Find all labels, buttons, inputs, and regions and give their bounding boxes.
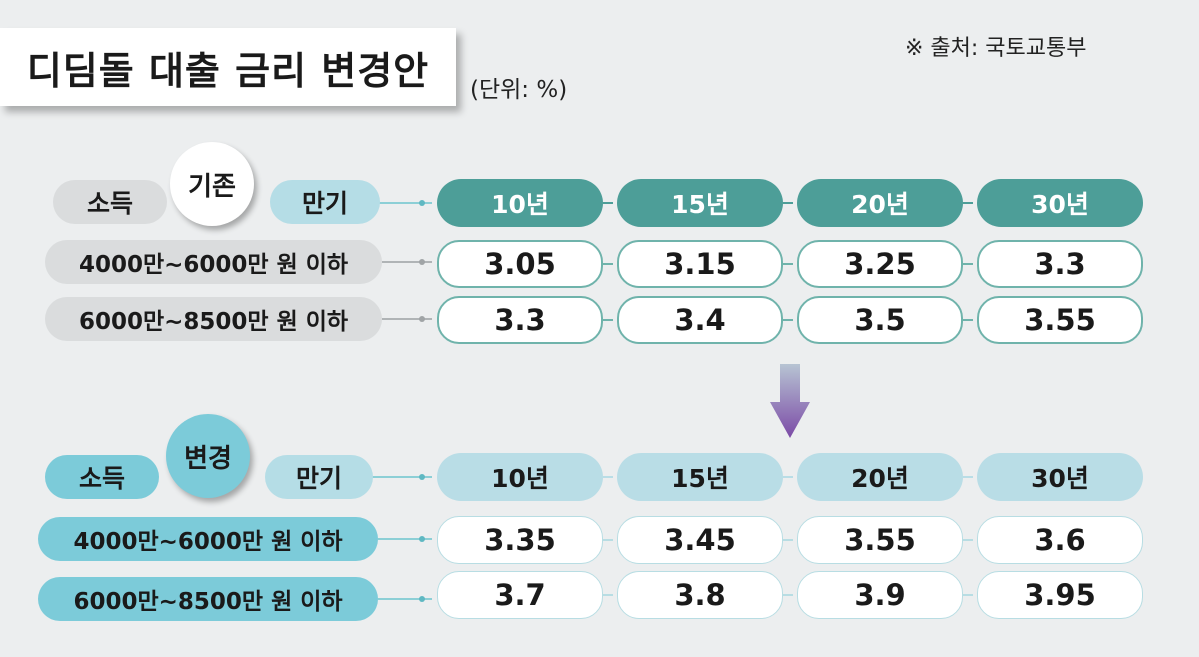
header-cell: 30년 [977,179,1143,227]
value-cell: 3.55 [977,296,1143,344]
connector-dot [419,536,425,542]
value-cell: 3.5 [797,296,963,344]
value-cell: 3.4 [617,296,783,344]
value-cell: 3.05 [437,240,603,288]
connector-dot [419,316,425,322]
connector-dot [419,259,425,265]
row-label: 4000만~6000만 원 이하 [45,240,382,284]
value-cell: 3.3 [977,240,1143,288]
value-cell: 3.3 [437,296,603,344]
value-cell: 3.15 [617,240,783,288]
connector-dot [419,596,425,602]
existing-badge: 기존 [170,142,254,226]
row-label: 6000만~8500만 원 이하 [45,297,382,341]
value-cell: 3.8 [617,571,783,619]
header-cell: 15년 [617,453,783,501]
header-cell: 30년 [977,453,1143,501]
value-cell: 3.45 [617,516,783,564]
connector-dot [419,474,425,480]
source-label: ※ 출처: 국토교통부 [905,36,1087,61]
header-cell: 10년 [437,179,603,227]
connector-dot [419,200,425,206]
value-cell: 3.35 [437,516,603,564]
changed-badge: 변경 [166,414,250,498]
unit-label: (단위: %) [470,77,568,103]
row-label: 4000만~6000만 원 이하 [38,517,378,561]
income-label: 소득 [53,180,167,224]
term-label: 만기 [270,180,380,224]
income-label: 소득 [45,455,159,499]
header-cell: 20년 [797,453,963,501]
value-cell: 3.7 [437,571,603,619]
header-cell: 20년 [797,179,963,227]
page-title: 디딤돌 대출 금리 변경안 [0,28,456,106]
value-cell: 3.25 [797,240,963,288]
down-arrow-icon [770,364,810,438]
row-label: 6000만~8500만 원 이하 [38,577,378,621]
value-cell: 3.55 [797,516,963,564]
term-label: 만기 [265,455,373,499]
header-cell: 15년 [617,179,783,227]
value-cell: 3.6 [977,516,1143,564]
value-cell: 3.95 [977,571,1143,619]
value-cell: 3.9 [797,571,963,619]
header-cell: 10년 [437,453,603,501]
